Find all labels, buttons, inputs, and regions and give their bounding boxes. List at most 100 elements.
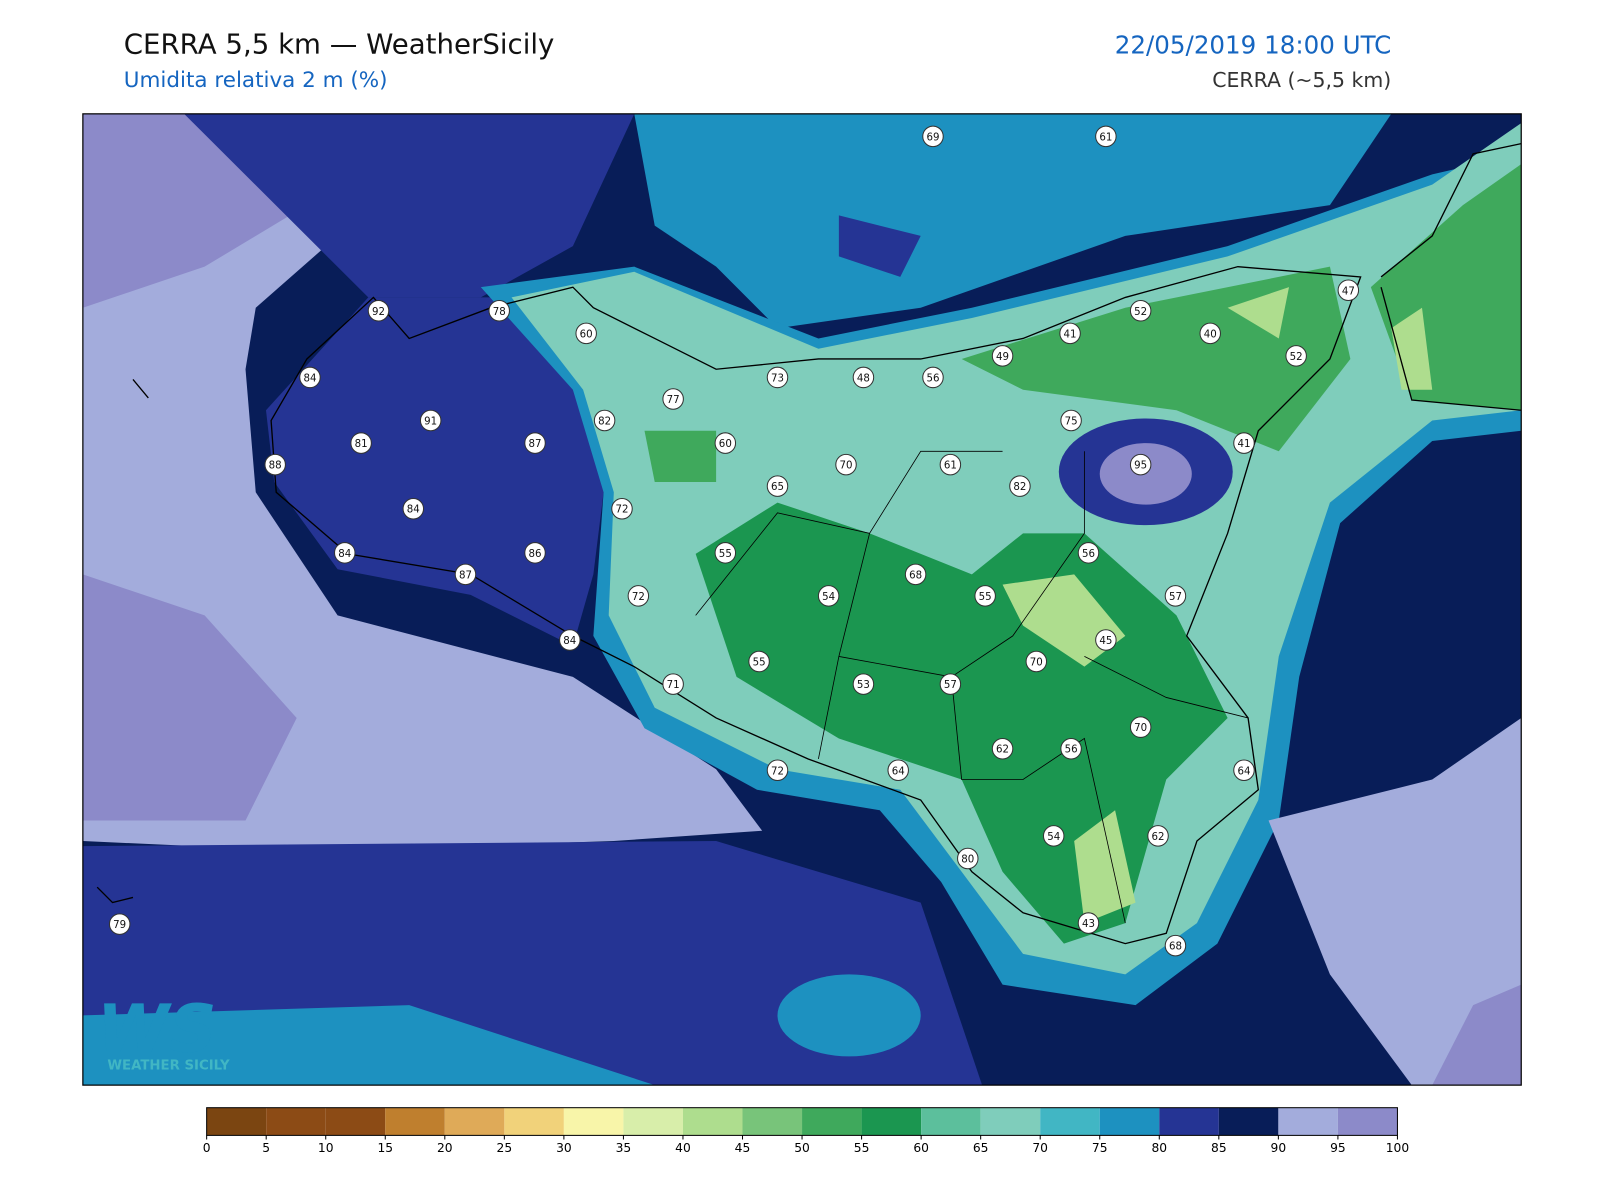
station: 68 [1164,934,1187,957]
station-value: 70 [840,460,853,472]
station-value: 56 [1065,744,1078,756]
station-value: 68 [909,569,922,581]
station-value: 55 [719,548,732,560]
station: 55 [974,585,996,607]
station-value: 65 [771,481,784,493]
station-value: 72 [771,765,784,777]
station: 86 [524,542,546,564]
station-marker [1164,585,1187,607]
colorbar-tick-label: 50 [794,1141,810,1155]
station-marker [852,366,875,389]
station-marker [852,673,875,695]
station: 52 [1129,299,1152,322]
station-value: 84 [303,372,316,384]
station-value: 52 [1290,351,1303,363]
station-value: 55 [753,657,766,669]
station-value: 95 [1134,460,1147,472]
station-marker [1147,825,1169,847]
station-marker [264,453,286,476]
colorbar-bin [1099,1107,1160,1136]
station: 60 [714,432,737,454]
station: 56 [1077,542,1100,564]
colorbar-bin [1040,1107,1100,1136]
colorbar-bin [1159,1107,1219,1136]
station: 54 [1042,825,1065,847]
station: 84 [334,542,356,564]
station: 77 [662,388,684,410]
logo: WS WEATHER SICILY [97,991,230,1074]
colorbar-tick-label: 10 [318,1141,334,1155]
station-marker [108,913,131,935]
station: 72 [611,497,633,520]
station-value: 49 [996,351,1009,363]
colorbar-tick-label: 65 [973,1141,989,1155]
station-marker [367,299,390,322]
station-value: 48 [857,372,870,384]
station: 57 [1164,585,1187,607]
station-value: 82 [598,416,611,428]
station-marker [1164,934,1187,957]
model-label: CERRA (~5,5 km) [1212,68,1391,92]
station-marker [1009,475,1031,497]
station-marker [766,366,789,389]
station-marker [662,388,684,410]
station-value: 54 [822,591,835,603]
station: 91 [419,409,442,432]
station-value: 56 [1082,548,1095,560]
station-value: 47 [1342,285,1355,297]
station: 62 [1147,825,1169,847]
station: 72 [627,585,650,607]
station-marker [350,432,372,454]
station-value: 61 [944,460,957,472]
station-value: 87 [459,569,472,581]
station-marker [939,453,962,476]
datetime: 22/05/2019 18:00 UTC [1115,30,1391,59]
colorbar-bin [1218,1107,1279,1136]
station-marker [904,563,927,586]
station-marker [991,345,1014,367]
station-value: 84 [407,504,420,516]
station-marker [454,563,477,586]
station-marker [402,497,425,520]
station-marker [1129,716,1152,738]
colorbar-bin [623,1107,683,1136]
colorbar-bin [1337,1107,1398,1136]
colorbar-tick-label: 0 [203,1141,211,1155]
station: 40 [1199,322,1221,345]
station-marker [419,409,442,432]
colorbar-bin [921,1107,981,1136]
station-value: 41 [1237,438,1250,450]
colorbar-tick-label: 75 [1092,1141,1108,1155]
station: 92 [367,299,390,322]
station: 79 [108,913,131,935]
station: 84 [402,497,425,520]
station: 47 [1337,279,1360,302]
station-value: 70 [1030,657,1043,669]
station-marker [714,432,737,454]
station-value: 45 [1099,635,1112,647]
station-marker [748,650,770,673]
station-marker [1077,912,1100,934]
station-value: 80 [961,853,974,865]
title: CERRA 5,5 km — WeatherSicily [124,27,555,60]
station: 84 [559,629,581,651]
station-value: 57 [944,679,957,691]
station-value: 60 [719,438,732,450]
station-marker [334,542,356,564]
station-marker [627,585,650,607]
station-marker [488,299,510,322]
station-marker [922,125,944,148]
colorbar-tick-label: 80 [1151,1141,1167,1155]
colorbar: 0 5 10 15 20 25 30 35 40 45 50 55 60 65 70 75 80 85 90 95 10… [203,1107,1409,1155]
colorbar-bin [266,1107,326,1136]
station-value: 78 [493,306,506,318]
colorbar-tick-label: 35 [616,1141,632,1155]
station: 41 [1233,432,1255,454]
station: 81 [350,432,372,454]
station-marker [1095,125,1117,148]
station-marker [1060,409,1082,432]
colorbar-tick-label: 5 [262,1141,270,1155]
colorbar-tick-label: 25 [497,1141,513,1155]
